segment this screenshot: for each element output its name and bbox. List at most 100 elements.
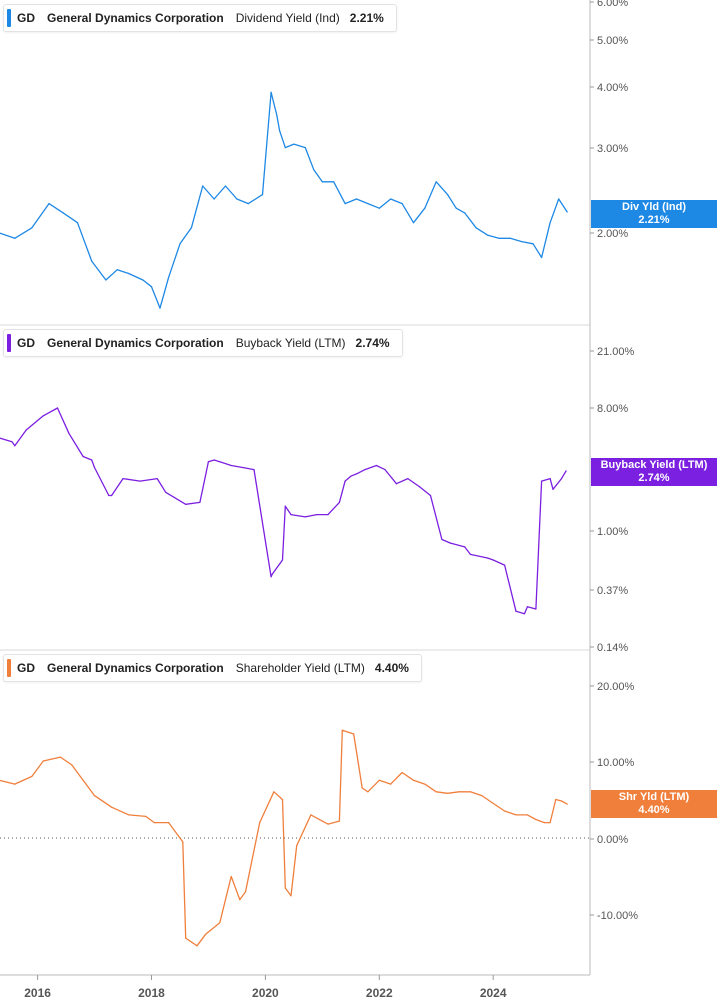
value-tag-value: 2.74% xyxy=(638,472,670,484)
buyback-data-point xyxy=(364,469,366,471)
legend-value: 2.74% xyxy=(355,336,390,350)
buyback-data-point xyxy=(93,466,96,469)
shareholder-data-point xyxy=(281,798,284,801)
dividend-data-point xyxy=(378,207,380,209)
buyback-data-point xyxy=(464,546,466,548)
dividend-data-point xyxy=(168,276,170,278)
shareholder-data-point xyxy=(145,815,147,818)
dividend-data-point xyxy=(190,227,192,229)
buyback-data-point xyxy=(11,441,13,443)
dividend-data-point xyxy=(498,237,500,239)
dividend-data-point xyxy=(541,256,543,259)
shareholder-data-point xyxy=(296,845,298,847)
series-swatch-dividend xyxy=(7,9,11,27)
buyback-data-point xyxy=(344,480,346,482)
buyback-data-point xyxy=(560,478,563,480)
shareholder-data-point xyxy=(244,891,247,893)
shareholder-data-point xyxy=(341,729,343,731)
value-tag-value: 2.21% xyxy=(638,214,670,226)
buyback-data-point xyxy=(395,483,397,485)
buyback-yield-line xyxy=(0,407,567,615)
buyback-data-point xyxy=(316,514,318,516)
dividend-data-point xyxy=(159,307,161,309)
dividend-data-point xyxy=(464,212,466,214)
buyback-data-point xyxy=(108,494,110,497)
y-tick-label: 0.37% xyxy=(597,585,628,597)
dividend-data-point xyxy=(566,211,568,213)
legend-company: General Dynamics Corporation xyxy=(47,11,224,25)
legend-ticker: GD xyxy=(17,11,35,25)
shareholder-data-point xyxy=(82,779,84,781)
shareholder-data-point xyxy=(424,783,426,785)
shareholder-data-point xyxy=(219,922,221,924)
buyback-data-point xyxy=(25,429,27,431)
buyback-data-point xyxy=(449,542,452,544)
series-swatch-buyback xyxy=(7,334,11,352)
y-tick-label: 10.00% xyxy=(597,757,635,769)
y-tick-label: 21.00% xyxy=(597,346,635,358)
series-swatch-shareholder xyxy=(7,659,11,677)
buyback-data-point xyxy=(284,505,286,507)
shareholder-data-point xyxy=(367,791,369,793)
legend-company: General Dynamics Corporation xyxy=(47,661,224,675)
dividend-data-point xyxy=(424,207,426,209)
shareholder-data-point xyxy=(378,779,380,781)
buyback-data-point xyxy=(504,564,506,566)
legend-metric: Shareholder Yield (LTM) xyxy=(235,661,365,675)
dividend-data-point xyxy=(76,222,79,224)
y-tick-label: -10.00% xyxy=(597,910,638,922)
dividend-data-point xyxy=(475,227,477,229)
buyback-data-point xyxy=(82,455,84,458)
buyback-data-point xyxy=(14,445,16,447)
buyback-data-point xyxy=(185,503,187,505)
dividend-data-point xyxy=(179,243,181,245)
y-tick-label: 5.00% xyxy=(597,35,628,47)
x-tick-label: 2020 xyxy=(252,986,279,1000)
dividend-data-point xyxy=(521,241,523,243)
shareholder-data-point xyxy=(93,795,96,797)
y-tick-label: 20.00% xyxy=(597,681,635,693)
shareholder-data-point xyxy=(290,895,292,897)
buyback-data-point xyxy=(230,464,232,467)
buyback-data-point xyxy=(111,494,113,497)
shareholder-data-point xyxy=(504,810,506,812)
buyback-data-point xyxy=(549,478,551,480)
buyback-data-point xyxy=(304,516,306,518)
buyback-data-point xyxy=(515,610,517,612)
buyback-data-point xyxy=(165,491,167,493)
buyback-data-point xyxy=(42,415,44,417)
dividend-data-point xyxy=(549,222,551,224)
dividend-data-point xyxy=(304,147,306,149)
buyback-data-point xyxy=(68,432,70,434)
shareholder-data-point xyxy=(469,791,471,793)
y-tick-label: 3.00% xyxy=(597,143,628,155)
buyback-data-point xyxy=(122,478,124,480)
shareholder-data-point xyxy=(205,933,207,935)
buyback-data-point xyxy=(350,475,352,477)
dividend-data-point xyxy=(558,198,560,200)
buyback-data-point xyxy=(270,576,272,578)
shareholder-data-point xyxy=(273,791,275,793)
shareholder-data-point xyxy=(185,937,187,939)
y-tick-label: 0.00% xyxy=(597,834,628,846)
value-tag-label: Buyback Yield (LTM) xyxy=(600,459,708,471)
buyback-data-point xyxy=(492,559,494,561)
dividend-data-point xyxy=(401,203,403,205)
shareholder-data-point xyxy=(492,802,494,805)
dividend-data-point xyxy=(213,198,215,200)
shareholder-data-point xyxy=(42,760,44,762)
shareholder-data-point xyxy=(566,803,568,805)
dividend-data-point xyxy=(293,143,295,145)
shareholder-data-point xyxy=(14,783,16,785)
legend-buyback: GD General Dynamics Corporation Buyback … xyxy=(3,329,403,357)
shareholder-data-point xyxy=(361,787,363,789)
buyback-data-point xyxy=(375,464,377,467)
legend-metric: Dividend Yield (Ind) xyxy=(235,11,340,25)
shareholder-data-point xyxy=(128,814,130,816)
dividend-data-point xyxy=(261,194,264,196)
shareholder-data-point xyxy=(338,820,340,822)
legend-shareholder: GD General Dynamics Corporation Sharehol… xyxy=(3,654,422,682)
buyback-data-point xyxy=(338,501,340,503)
shareholder-data-point xyxy=(259,822,261,824)
